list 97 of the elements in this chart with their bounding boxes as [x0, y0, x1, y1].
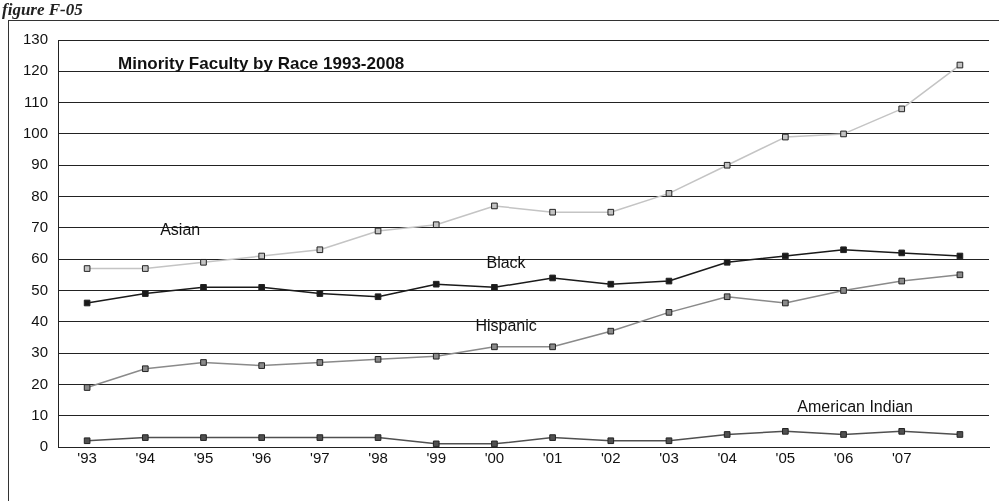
- y-tick-label: 50: [31, 280, 49, 298]
- point: [956, 61, 964, 69]
- x-tick-label: '97: [310, 449, 330, 467]
- point: [782, 133, 789, 141]
- point: [840, 431, 847, 438]
- point: [840, 287, 847, 294]
- series-label: Hispanic: [475, 317, 537, 335]
- x-tick-label: '06: [833, 449, 854, 467]
- point: [665, 277, 673, 285]
- point: [665, 190, 673, 197]
- point: [898, 249, 906, 257]
- x-tick-label: '95: [193, 449, 214, 467]
- point: [432, 352, 440, 360]
- point: [782, 299, 789, 307]
- point: [840, 130, 847, 138]
- x-tick-label: '07: [891, 449, 912, 467]
- point: [491, 440, 498, 447]
- y-tick-label: 30: [31, 343, 49, 361]
- text: figure F-05: [2, 0, 83, 20]
- point: [83, 437, 91, 445]
- x-tick-label: '96: [251, 449, 272, 467]
- x-tick-label: '00: [484, 449, 505, 467]
- point: [549, 343, 556, 351]
- point: [723, 431, 731, 438]
- point: [141, 290, 149, 297]
- point: [782, 252, 789, 260]
- x-tick-label: '93: [77, 449, 97, 467]
- point: [258, 362, 266, 369]
- point: [898, 428, 906, 435]
- point: [607, 437, 615, 445]
- y-tick-label: 130: [23, 30, 49, 48]
- x-tick-label: '98: [368, 449, 388, 467]
- point: [491, 202, 498, 210]
- x-tick-label: '94: [135, 449, 156, 467]
- y-tick-label: 90: [31, 155, 49, 173]
- y-tick-label: 70: [31, 217, 49, 235]
- point: [83, 265, 91, 272]
- point: [200, 258, 207, 266]
- point: [432, 221, 440, 229]
- point: [258, 284, 266, 291]
- point: [316, 246, 324, 254]
- y-tick-label: 100: [23, 124, 49, 142]
- y-tick-label: 40: [31, 311, 49, 329]
- point: [141, 365, 149, 373]
- point: [432, 440, 440, 447]
- point: [200, 284, 207, 291]
- x-tick-label: '05: [775, 449, 796, 467]
- series-label: American Indian: [797, 398, 913, 416]
- point: [840, 246, 847, 254]
- point: [141, 434, 149, 441]
- point: [83, 299, 91, 307]
- x-tick-label: '02: [601, 449, 621, 467]
- x-tick-label: '99: [426, 449, 447, 467]
- point: [607, 208, 615, 216]
- point: [258, 434, 266, 441]
- y-tick-label: 110: [24, 92, 49, 110]
- point: [83, 384, 91, 391]
- point: [607, 280, 615, 288]
- point: [200, 434, 207, 441]
- y-tick-label: 20: [31, 374, 49, 392]
- y-tick-label: 60: [31, 249, 49, 267]
- point: [782, 428, 789, 435]
- point: [665, 309, 673, 316]
- point: [723, 293, 731, 301]
- point: [258, 252, 266, 260]
- point: [432, 280, 440, 288]
- point: [956, 431, 964, 438]
- point: [956, 252, 964, 260]
- text: Minority Faculty by Race 1993-2008: [118, 53, 405, 73]
- point: [374, 293, 382, 301]
- point: [374, 227, 382, 235]
- point: [549, 434, 556, 441]
- point: [723, 161, 731, 169]
- point: [316, 359, 324, 366]
- point: [141, 265, 149, 272]
- point: [549, 274, 556, 282]
- x-tick-label: '01: [542, 449, 563, 467]
- point: [374, 434, 382, 441]
- point: [491, 343, 498, 351]
- x-tick-label: '04: [717, 449, 737, 467]
- point: [316, 290, 324, 297]
- point: [607, 327, 615, 335]
- point: [549, 208, 556, 216]
- point: [316, 434, 324, 441]
- y-tick-label: 120: [23, 61, 49, 79]
- point: [898, 277, 906, 285]
- y-tick-label: 10: [31, 405, 49, 423]
- point: [898, 105, 906, 113]
- point: [665, 437, 673, 445]
- point: [723, 258, 731, 266]
- point: [491, 284, 498, 291]
- point: [956, 271, 964, 279]
- point: [200, 359, 207, 366]
- x-tick-label: '03: [659, 449, 679, 467]
- y-tick-label: 0: [39, 437, 49, 455]
- y-tick-label: 80: [31, 186, 49, 204]
- point: [374, 356, 382, 363]
